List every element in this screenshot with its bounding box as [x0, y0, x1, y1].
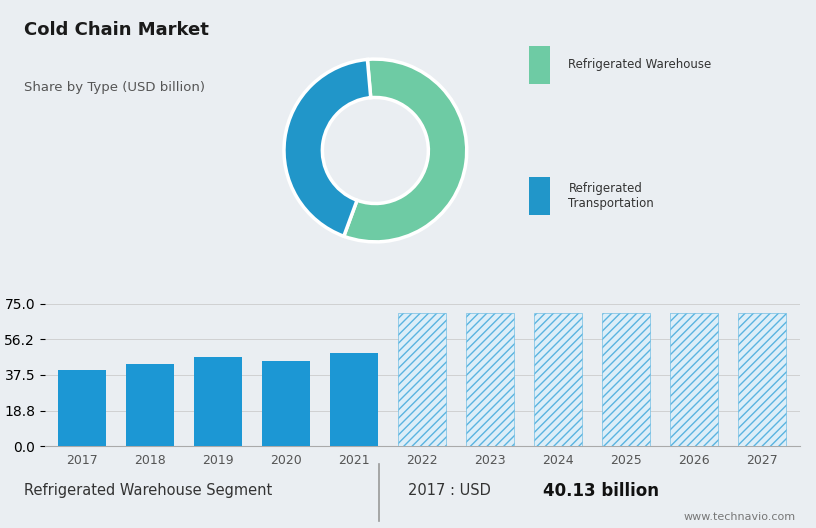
FancyBboxPatch shape	[530, 46, 550, 83]
Bar	[398, 313, 446, 446]
Bar	[671, 313, 718, 446]
Text: Refrigerated Warehouse Segment: Refrigerated Warehouse Segment	[24, 484, 273, 498]
FancyBboxPatch shape	[530, 177, 550, 215]
Text: 2017 : USD: 2017 : USD	[408, 484, 495, 498]
Text: Share by Type (USD billion): Share by Type (USD billion)	[24, 81, 206, 93]
Text: Refrigerated
Transportation: Refrigerated Transportation	[569, 182, 654, 210]
Bar	[263, 361, 310, 446]
Bar	[59, 370, 106, 446]
Text: 40.13 billion: 40.13 billion	[543, 482, 659, 500]
Text: Cold Chain Market: Cold Chain Market	[24, 21, 210, 39]
Bar	[467, 313, 514, 446]
Bar	[330, 353, 378, 446]
Bar	[194, 357, 242, 446]
Bar	[534, 313, 582, 446]
Bar	[738, 313, 786, 446]
Wedge shape	[344, 59, 467, 242]
Wedge shape	[284, 60, 370, 236]
Text: www.technavio.com: www.technavio.com	[684, 512, 796, 522]
Bar	[602, 313, 650, 446]
Bar	[126, 364, 174, 446]
Text: Refrigerated Warehouse: Refrigerated Warehouse	[569, 58, 712, 71]
